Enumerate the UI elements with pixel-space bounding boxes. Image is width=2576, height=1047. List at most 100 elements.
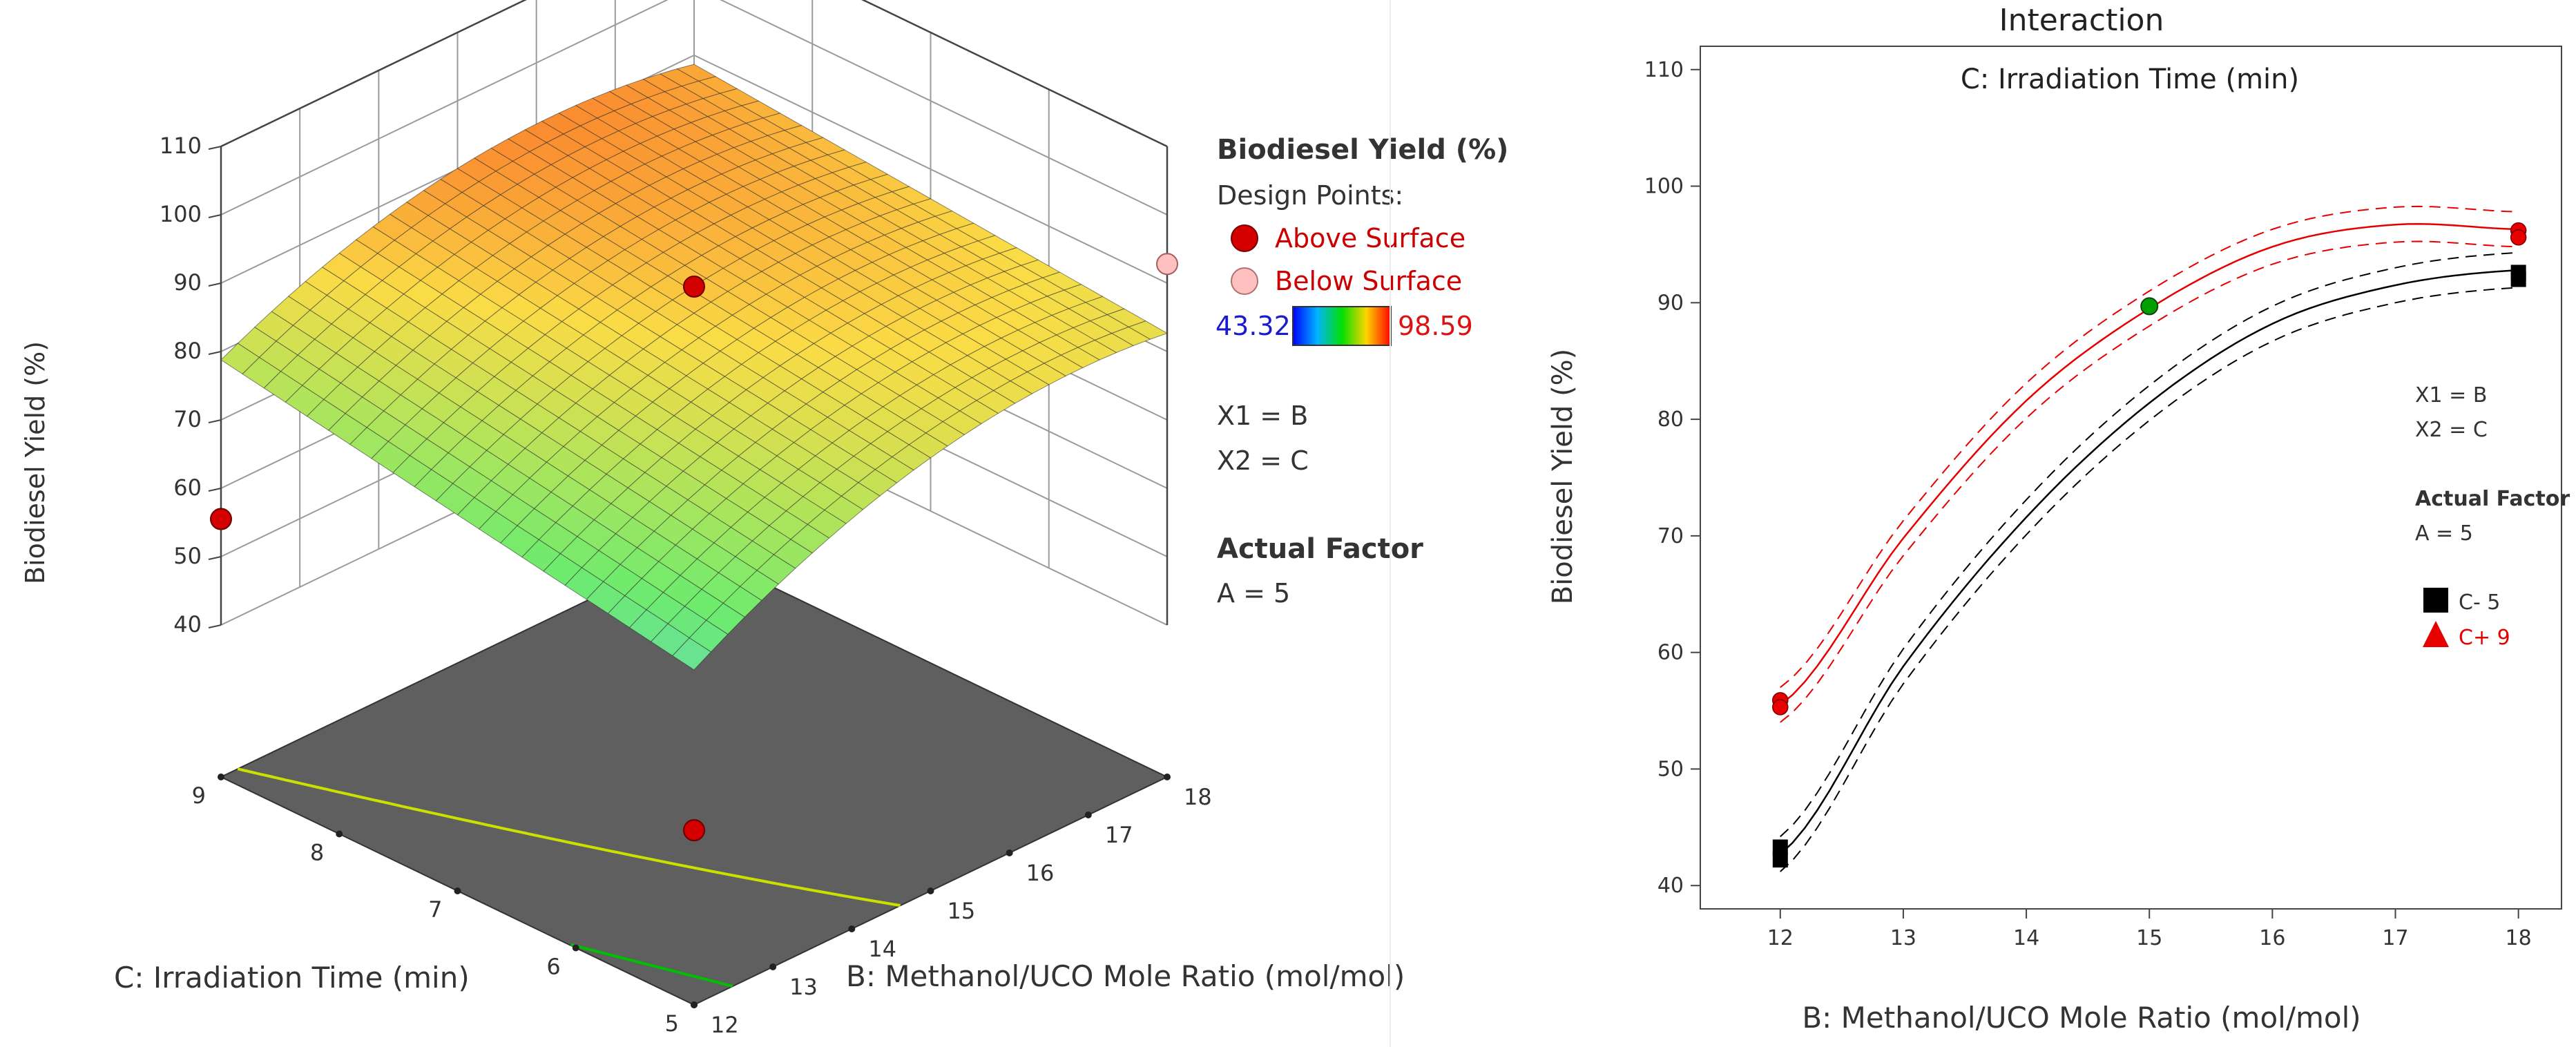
x-tick-label: 16 bbox=[2259, 926, 2285, 950]
legend-c-plus-label: C+ 9 bbox=[2459, 626, 2510, 650]
z-tick-mark bbox=[208, 419, 222, 423]
c-tick-label: 9 bbox=[192, 782, 206, 809]
z-tick-mark bbox=[208, 282, 222, 287]
interaction-legend-x1: X1 = B bbox=[2415, 383, 2487, 407]
z-tick-label: 60 bbox=[173, 474, 202, 501]
design-point-above bbox=[210, 508, 232, 530]
box-top-edge bbox=[220, 0, 1168, 148]
interaction-subtitle: C: Irradiation Time (min) bbox=[1961, 64, 2299, 95]
x-tick-label: 12 bbox=[1767, 926, 1794, 950]
response-surface-plot: 40 50 60 70 80 90 100 110 5 6 7 8 9 12 13 14 15 16 17 18 Bi… bbox=[20, 0, 1405, 1038]
b-tick-label: 16 bbox=[1026, 860, 1055, 886]
z-tick-label: 110 bbox=[160, 133, 202, 159]
design-point-above bbox=[683, 275, 705, 298]
legend-x2: X2 = C bbox=[1217, 445, 1309, 476]
ci-lower-c-plus bbox=[1780, 240, 2519, 723]
surface-facet bbox=[1128, 320, 1169, 340]
interaction-y-axis-label: Biodiesel Yield (%) bbox=[1547, 349, 1579, 605]
legend-above-marker bbox=[1231, 224, 1258, 252]
b-tick-mark bbox=[1006, 849, 1013, 856]
interaction-legend-x2: X2 = C bbox=[2415, 418, 2488, 442]
z-tick-label: 70 bbox=[173, 406, 202, 432]
legend-actual-factor-title: Actual Factor bbox=[1217, 533, 1423, 565]
interaction-title: Interaction bbox=[1999, 3, 2164, 38]
b-tick-label: 17 bbox=[1105, 822, 1133, 848]
surface-front-edges bbox=[220, 0, 1168, 148]
z-tick-label: 50 bbox=[173, 543, 202, 569]
legend-c-minus-marker bbox=[2423, 588, 2448, 613]
design-point-above bbox=[683, 819, 705, 842]
surface-floor-contours bbox=[237, 767, 901, 988]
b-tick-mark bbox=[848, 925, 856, 932]
colorbar-min-label: 43.32 bbox=[1215, 311, 1291, 341]
series-line-c-minus bbox=[1779, 269, 2519, 855]
floor-contour-70 bbox=[570, 943, 733, 988]
b-tick-label: 12 bbox=[711, 1012, 739, 1038]
c-tick-mark bbox=[572, 944, 579, 952]
legend-c-minus-label: C- 5 bbox=[2459, 590, 2500, 615]
surface-design-points bbox=[210, 253, 1178, 842]
colorbar-max-label: 98.59 bbox=[1398, 311, 1473, 341]
surface-z-axis-label: Biodiesel Yield (%) bbox=[20, 341, 50, 584]
legend-x1: X1 = B bbox=[1217, 401, 1308, 431]
y-tick-label: 100 bbox=[1644, 175, 1684, 199]
y-tick-label: 90 bbox=[1657, 291, 1684, 315]
z-tick-label: 80 bbox=[173, 338, 202, 364]
design-point-below bbox=[1156, 253, 1178, 276]
y-tick-label: 60 bbox=[1657, 641, 1684, 665]
y-tick-label: 70 bbox=[1657, 524, 1684, 548]
b-tick-mark bbox=[769, 963, 777, 970]
interaction-x-axis-label: B: Methanol/UCO Mole Ratio (mol/mol) bbox=[1802, 1001, 2361, 1035]
interaction-plot-frame bbox=[1700, 46, 2562, 910]
point-c-plus bbox=[2510, 229, 2527, 246]
surface-axis-ticks: 40 50 60 70 80 90 100 110 5 6 7 8 9 12 13 14 15 16 17 18 bbox=[160, 133, 1212, 1038]
c-tick-label: 5 bbox=[665, 1010, 679, 1037]
legend-c-plus-marker bbox=[2423, 621, 2449, 647]
surface-y-axis-label: B: Methanol/UCO Mole Ratio (mol/mol) bbox=[846, 959, 1405, 993]
z-tick-mark bbox=[208, 488, 222, 492]
ci-lower-c-minus bbox=[1780, 287, 2519, 872]
surface-legend: Biodiesel Yield (%) Design Points: Above… bbox=[1215, 134, 1508, 608]
interaction-plot: Interaction C: Irradiation Time (min) 40… bbox=[1547, 3, 2570, 1035]
interaction-legend: X1 = B X2 = C Actual Factor A = 5 C- 5 C… bbox=[2415, 383, 2570, 650]
b-tick-label: 14 bbox=[868, 936, 896, 962]
interaction-axis-ticks: 40 50 60 70 80 90 100 110 12 13 14 15 16 17 18 bbox=[1644, 58, 2532, 950]
colorbar bbox=[1292, 306, 1392, 346]
z-tick-label: 40 bbox=[173, 611, 202, 637]
legend-above-label: Above Surface bbox=[1275, 223, 1465, 253]
b-tick-label: 15 bbox=[948, 898, 976, 924]
b-tick-label: 18 bbox=[1184, 784, 1212, 810]
point-center bbox=[2140, 297, 2159, 316]
b-tick-mark bbox=[1164, 774, 1171, 780]
interaction-points bbox=[1772, 222, 2527, 868]
y-tick-label: 50 bbox=[1657, 757, 1684, 781]
z-tick-label: 100 bbox=[160, 201, 202, 227]
c-tick-mark bbox=[454, 887, 461, 894]
point-c-minus bbox=[2510, 271, 2526, 287]
interaction-legend-actual-factor-value: A = 5 bbox=[2415, 521, 2473, 546]
ci-upper-c-plus bbox=[1780, 205, 2519, 689]
c-tick-label: 8 bbox=[310, 840, 324, 866]
x-tick-label: 18 bbox=[2506, 926, 2532, 950]
ci-upper-c-minus bbox=[1780, 251, 2519, 838]
y-tick-label: 110 bbox=[1644, 58, 1684, 82]
legend-below-label: Below Surface bbox=[1275, 266, 1462, 296]
b-tick-mark bbox=[1084, 811, 1092, 818]
x-tick-label: 17 bbox=[2382, 926, 2408, 950]
legend-below-marker bbox=[1231, 267, 1258, 295]
b-tick-mark bbox=[691, 1001, 698, 1008]
floor-contour-80 bbox=[237, 767, 901, 907]
y-tick-label: 80 bbox=[1657, 407, 1684, 432]
point-c-minus bbox=[1772, 839, 1788, 855]
c-tick-mark bbox=[336, 830, 343, 838]
legend-design-points-label: Design Points: bbox=[1217, 180, 1403, 211]
surface-x-axis-label: C: Irradiation Time (min) bbox=[114, 961, 470, 995]
point-c-minus bbox=[1772, 852, 1788, 868]
z-tick-mark bbox=[208, 351, 222, 355]
x-tick-label: 13 bbox=[1890, 926, 1916, 950]
c-tick-label: 7 bbox=[428, 896, 442, 923]
legend-actual-factor-value: A = 5 bbox=[1217, 578, 1290, 608]
z-tick-mark bbox=[208, 214, 222, 218]
x-tick-label: 15 bbox=[2136, 926, 2162, 950]
